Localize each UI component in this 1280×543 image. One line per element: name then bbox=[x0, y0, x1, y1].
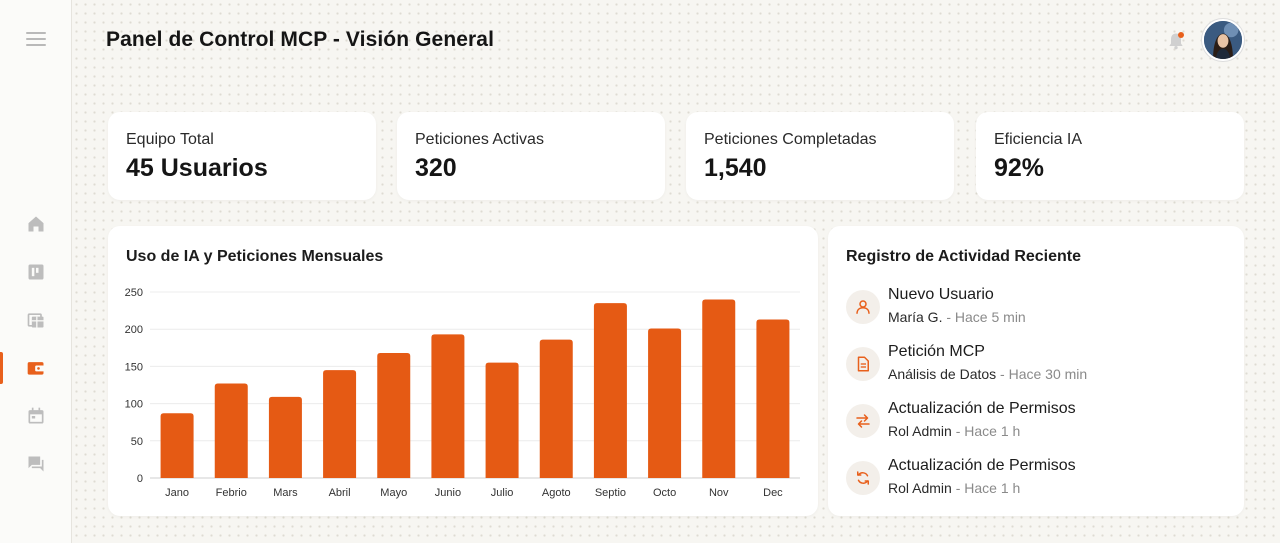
menu-icon[interactable] bbox=[26, 32, 46, 48]
y-tick-label: 150 bbox=[125, 361, 143, 373]
activity-item-who: María G. bbox=[888, 309, 943, 325]
bar-mayo[interactable] bbox=[377, 353, 411, 478]
activity-item-title: Actualización de Permisos bbox=[888, 400, 1076, 417]
activity-item-title: Actualización de Permisos bbox=[888, 457, 1076, 474]
page-title: Panel de Control MCP - Visión General bbox=[106, 28, 495, 51]
dashboard-icon bbox=[28, 264, 44, 280]
y-tick-label: 250 bbox=[125, 287, 143, 299]
x-tick-label: Octo bbox=[653, 487, 676, 499]
sidebar-item-wallet[interactable] bbox=[0, 350, 72, 386]
table-icon bbox=[27, 313, 44, 328]
user-photo bbox=[1204, 21, 1242, 59]
activity-item-who: Análisis de Datos bbox=[888, 366, 997, 382]
notification-badge bbox=[1178, 32, 1184, 38]
sidebar-item-home[interactable] bbox=[0, 206, 72, 242]
activity-item[interactable]: Petición MCP Análisis de Datos - Hace 30… bbox=[846, 343, 1226, 387]
stat-label: Peticiones Completadas bbox=[704, 131, 877, 148]
x-tick-label: Julio bbox=[491, 487, 514, 499]
activity-item-time: - Hace 1 h bbox=[951, 480, 1021, 496]
x-tick-label: Febrio bbox=[216, 487, 247, 499]
home-icon bbox=[28, 216, 44, 232]
bar-chart: 0 50 100 150 200 250 Jano Febrio Mars Abril Mayo Ju… bbox=[125, 287, 800, 499]
sidebar-item-calendar[interactable] bbox=[0, 398, 72, 434]
x-tick-label: Abril bbox=[329, 487, 351, 499]
x-tick-label: Dec bbox=[763, 487, 783, 499]
bar-abril[interactable] bbox=[323, 370, 357, 478]
bar-junio[interactable] bbox=[431, 334, 465, 478]
x-tick-label: Jano bbox=[165, 487, 189, 499]
user-icon bbox=[856, 300, 870, 314]
x-tick-label: Septio bbox=[595, 487, 626, 499]
stat-label: Equipo Total bbox=[126, 131, 214, 148]
activity-item-who: Rol Admin bbox=[888, 480, 952, 496]
activity-title: Registro de Actividad Reciente bbox=[846, 248, 1082, 265]
x-tick-label: Nov bbox=[709, 487, 729, 499]
stat-value: 1,540 bbox=[704, 154, 767, 182]
stat-label: Peticiones Activas bbox=[415, 131, 544, 148]
x-tick-label: Junio bbox=[435, 487, 461, 499]
stat-value: 320 bbox=[415, 154, 457, 182]
stat-card-team: Equipo Total 45 Usuarios bbox=[108, 112, 376, 200]
bar-nov[interactable] bbox=[702, 299, 736, 478]
y-tick-label: 200 bbox=[125, 324, 143, 336]
avatar[interactable] bbox=[1202, 19, 1244, 61]
document-icon bbox=[857, 356, 869, 372]
x-tick-label: Agoto bbox=[542, 487, 571, 499]
chart-title: Uso de IA y Peticiones Mensuales bbox=[126, 248, 384, 265]
x-tick-label: Mayo bbox=[380, 487, 407, 499]
activity-item[interactable]: Actualización de Permisos Rol Admin - Ha… bbox=[846, 400, 1226, 444]
activity-item-time: - Hace 30 min bbox=[996, 366, 1088, 382]
stat-card-ai-efficiency: Eficiencia IA 92% bbox=[976, 112, 1244, 200]
swap-icon bbox=[856, 414, 870, 428]
chat-icon bbox=[28, 456, 44, 472]
bar-jano[interactable] bbox=[160, 413, 194, 478]
activity-item-time: - Hace 1 h bbox=[951, 423, 1021, 439]
stat-value: 45 Usuarios bbox=[126, 154, 268, 182]
sidebar-item-dashboard[interactable] bbox=[0, 254, 72, 290]
bar-octo[interactable] bbox=[648, 328, 682, 478]
activity-item-time: - Hace 5 min bbox=[942, 309, 1026, 325]
stat-value: 92% bbox=[994, 154, 1045, 182]
calendar-icon bbox=[28, 407, 44, 424]
chart-card: Uso de IA y Peticiones Mensuales 0 50 100 1… bbox=[108, 226, 818, 516]
activity-item[interactable]: Nuevo Usuario María G. - Hace 5 min bbox=[846, 286, 1226, 330]
notifications-button[interactable] bbox=[1166, 30, 1186, 52]
sync-icon bbox=[857, 471, 869, 485]
sidebar-item-tables[interactable] bbox=[0, 302, 72, 338]
bar-agoto[interactable] bbox=[539, 339, 573, 478]
bar-febrio[interactable] bbox=[214, 383, 248, 478]
y-tick-label: 0 bbox=[137, 473, 143, 485]
sidebar-item-messages[interactable] bbox=[0, 446, 72, 482]
sidebar bbox=[0, 0, 72, 543]
stat-label: Eficiencia IA bbox=[994, 131, 1083, 148]
activity-card: Registro de Actividad Reciente Nuevo Usu… bbox=[828, 226, 1244, 516]
bar-julio[interactable] bbox=[485, 362, 519, 478]
stat-card-completed-requests: Peticiones Completadas 1,540 bbox=[686, 112, 954, 200]
activity-item-who: Rol Admin bbox=[888, 423, 952, 439]
x-tick-label: Mars bbox=[273, 487, 298, 499]
bar-dec[interactable] bbox=[756, 319, 790, 478]
wallet-icon bbox=[27, 362, 45, 375]
bar-septio[interactable] bbox=[593, 303, 627, 478]
activity-item-title: Nuevo Usuario bbox=[888, 286, 994, 303]
stat-card-active-requests: Peticiones Activas 320 bbox=[397, 112, 665, 200]
y-tick-label: 100 bbox=[125, 399, 143, 411]
activity-item[interactable]: Actualización de Permisos Rol Admin - Ha… bbox=[846, 457, 1226, 501]
bar-mars[interactable] bbox=[268, 396, 302, 478]
y-tick-label: 50 bbox=[131, 436, 143, 448]
activity-item-title: Petición MCP bbox=[888, 343, 985, 360]
